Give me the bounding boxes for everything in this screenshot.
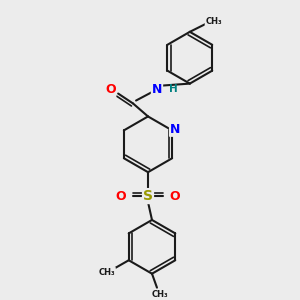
Text: N: N <box>170 123 180 136</box>
Text: O: O <box>105 83 116 96</box>
Text: O: O <box>116 190 126 202</box>
Text: S: S <box>143 189 153 203</box>
Text: CH₃: CH₃ <box>206 17 222 26</box>
Text: O: O <box>169 190 180 202</box>
Text: CH₃: CH₃ <box>98 268 115 277</box>
Text: N: N <box>152 83 162 96</box>
Text: H: H <box>169 84 178 94</box>
Text: CH₃: CH₃ <box>152 290 168 299</box>
